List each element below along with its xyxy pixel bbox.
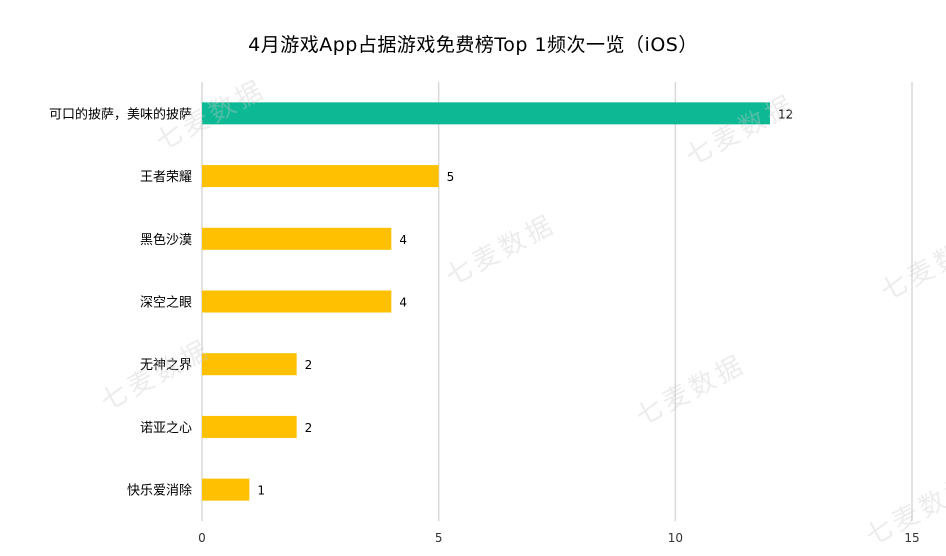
category-label: 深空之眼 <box>140 296 192 311</box>
bar <box>202 290 392 313</box>
bar <box>202 415 297 438</box>
category-label: 黑色沙漠 <box>140 232 192 248</box>
data-label: 5 <box>447 170 455 184</box>
x-tick-label: 5 <box>435 531 443 545</box>
category-label: 王者荣耀 <box>140 170 192 185</box>
bar <box>202 102 770 125</box>
x-tick-label: 0 <box>198 531 206 545</box>
bars <box>202 102 770 501</box>
data-label: 4 <box>399 233 407 247</box>
category-label: 可口的披萨，美味的披萨 <box>49 106 192 122</box>
x-tick-label: 10 <box>668 531 683 545</box>
bar <box>202 227 392 250</box>
data-label: 4 <box>399 296 407 310</box>
category-label: 无神之界 <box>140 358 192 373</box>
data-label: 1 <box>257 484 265 498</box>
data-label: 2 <box>305 421 313 435</box>
x-tick-label: 15 <box>904 531 919 545</box>
data-label: 2 <box>305 358 313 372</box>
category-label: 快乐爱消除 <box>127 484 192 499</box>
bar <box>202 165 439 188</box>
bar <box>202 353 297 376</box>
bar <box>202 478 250 501</box>
chart-title: 4月游戏App占据游戏免费榜Top 1频次一览（iOS） <box>248 34 698 56</box>
category-label: 诺亚之心 <box>140 421 192 436</box>
data-label: 12 <box>778 107 793 121</box>
